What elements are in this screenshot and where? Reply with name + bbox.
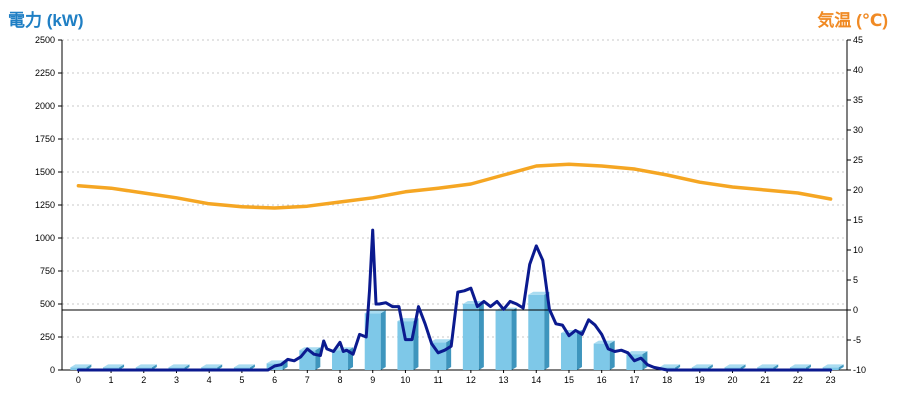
bar	[528, 295, 544, 370]
right-tick-label: 15	[853, 215, 863, 225]
x-tick-label: 9	[370, 375, 375, 385]
x-tick-label: 21	[760, 375, 770, 385]
right-tick-label: -5	[853, 335, 861, 345]
bar-side	[610, 341, 615, 370]
x-tick-label: 4	[207, 375, 212, 385]
x-tick-label: 18	[662, 375, 672, 385]
x-tick-label: 17	[629, 375, 639, 385]
right-tick-label: 20	[853, 185, 863, 195]
power-line	[78, 230, 830, 370]
x-tick-label: 7	[305, 375, 310, 385]
bar	[397, 321, 413, 370]
x-tick-label: 6	[272, 375, 277, 385]
x-tick-label: 11	[433, 375, 442, 385]
bar	[561, 333, 577, 370]
right-tick-label: 5	[853, 275, 858, 285]
x-tick-label: 5	[239, 375, 244, 385]
x-tick-label: 14	[531, 375, 541, 385]
right-tick-label: -10	[853, 365, 866, 375]
left-tick-label: 750	[40, 266, 55, 276]
x-tick-label: 22	[793, 375, 803, 385]
x-tick-label: 13	[499, 375, 509, 385]
bar-side	[577, 330, 582, 370]
right-tick-label: 0	[853, 305, 858, 315]
right-tick-label: 10	[853, 245, 863, 255]
bar	[463, 304, 479, 370]
x-tick-label: 20	[728, 375, 738, 385]
right-tick-label: 30	[853, 125, 863, 135]
x-tick-label: 10	[400, 375, 410, 385]
x-tick-label: 16	[597, 375, 607, 385]
right-tick-label: 40	[853, 65, 863, 75]
left-tick-label: 1250	[35, 200, 55, 210]
bar-side	[512, 308, 517, 370]
left-tick-label: 0	[50, 365, 55, 375]
x-tick-label: 1	[109, 375, 114, 385]
left-tick-label: 2250	[35, 68, 55, 78]
x-tick-label: 23	[826, 375, 836, 385]
left-tick-label: 2000	[35, 101, 55, 111]
x-tick-label: 2	[141, 375, 146, 385]
bar	[496, 311, 512, 370]
left-tick-label: 1750	[35, 134, 55, 144]
temperature-line	[78, 164, 830, 208]
left-tick-label: 1500	[35, 167, 55, 177]
bar-side	[315, 347, 320, 370]
left-tick-label: 250	[40, 332, 55, 342]
x-tick-label: 3	[174, 375, 179, 385]
x-tick-label: 0	[76, 375, 81, 385]
x-tick-label: 19	[695, 375, 705, 385]
right-tick-label: 25	[853, 155, 863, 165]
right-tick-label: 45	[853, 35, 863, 45]
left-tick-label: 500	[40, 299, 55, 309]
bar-side	[381, 310, 386, 370]
right-tick-label: 35	[853, 95, 863, 105]
x-tick-label: 15	[564, 375, 574, 385]
bar-side	[479, 301, 484, 370]
x-tick-label: 8	[338, 375, 343, 385]
x-tick-label: 12	[466, 375, 476, 385]
bar	[332, 350, 348, 370]
left-tick-label: 2500	[35, 35, 55, 45]
left-tick-label: 1000	[35, 233, 55, 243]
